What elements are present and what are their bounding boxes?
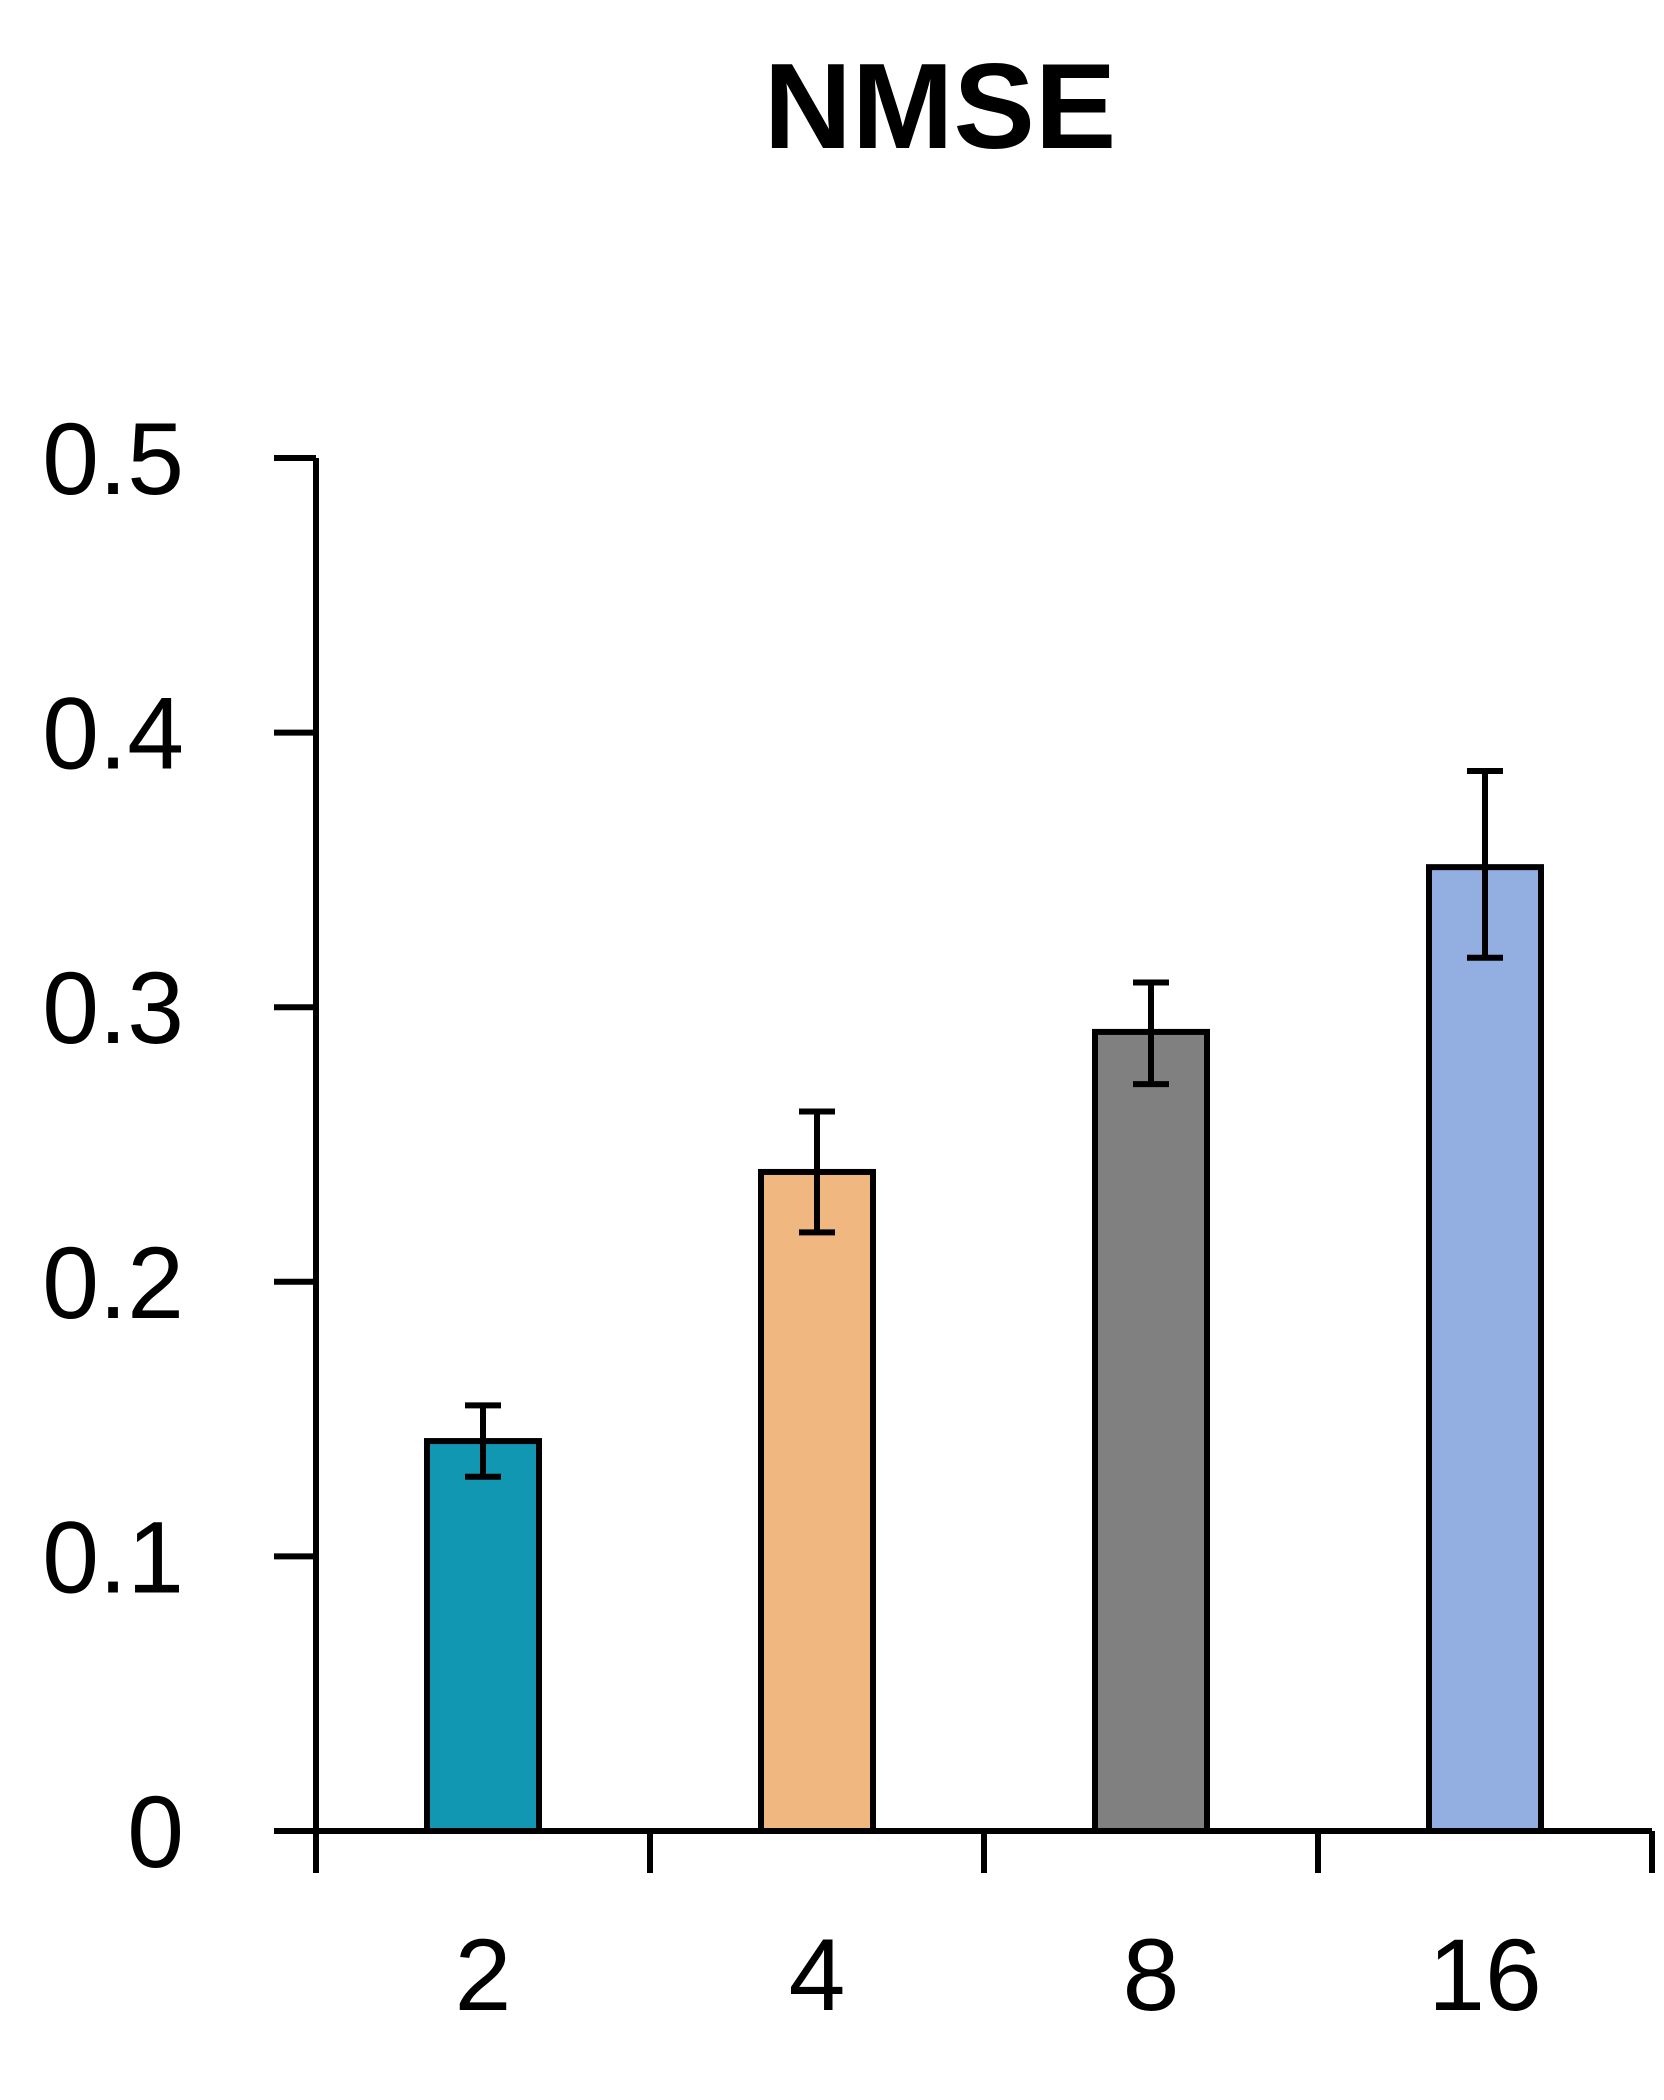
- chart-title: NMSE: [764, 38, 1116, 174]
- axes-layer: [274, 455, 1655, 1873]
- error-bars-layer: [465, 768, 1503, 1480]
- error-bar-2: [465, 1402, 501, 1480]
- error-bar-16: [1467, 768, 1503, 961]
- x-tick-label-4: 4: [789, 1918, 846, 2032]
- y-tick-label-0.2: 0.2: [42, 1226, 184, 1340]
- bar-4: [758, 1168, 876, 1834]
- x-tick-label-8: 8: [1123, 1918, 1180, 2032]
- bar-2: [424, 1438, 542, 1834]
- y-tick-label-0.5: 0.5: [42, 402, 184, 516]
- y-ticks-layer: 0 0.1 0.2 0.3 0.4 0.5: [42, 402, 184, 1889]
- error-bar-8: [1133, 979, 1169, 1088]
- bars-layer: [424, 864, 1544, 1834]
- bar-8: [1092, 1028, 1210, 1834]
- y-tick-label-0: 0: [127, 1775, 184, 1889]
- x-ticks-layer: 2 4 8 16: [455, 1918, 1542, 2032]
- bar-16: [1426, 864, 1544, 1834]
- x-tick-label-16: 16: [1428, 1918, 1541, 2032]
- y-tick-label-0.3: 0.3: [42, 951, 184, 1065]
- y-tick-label-0.1: 0.1: [42, 1500, 184, 1614]
- y-tick-label-0.4: 0.4: [42, 677, 184, 791]
- x-tick-label-2: 2: [455, 1918, 512, 2032]
- error-bar-4: [799, 1108, 835, 1236]
